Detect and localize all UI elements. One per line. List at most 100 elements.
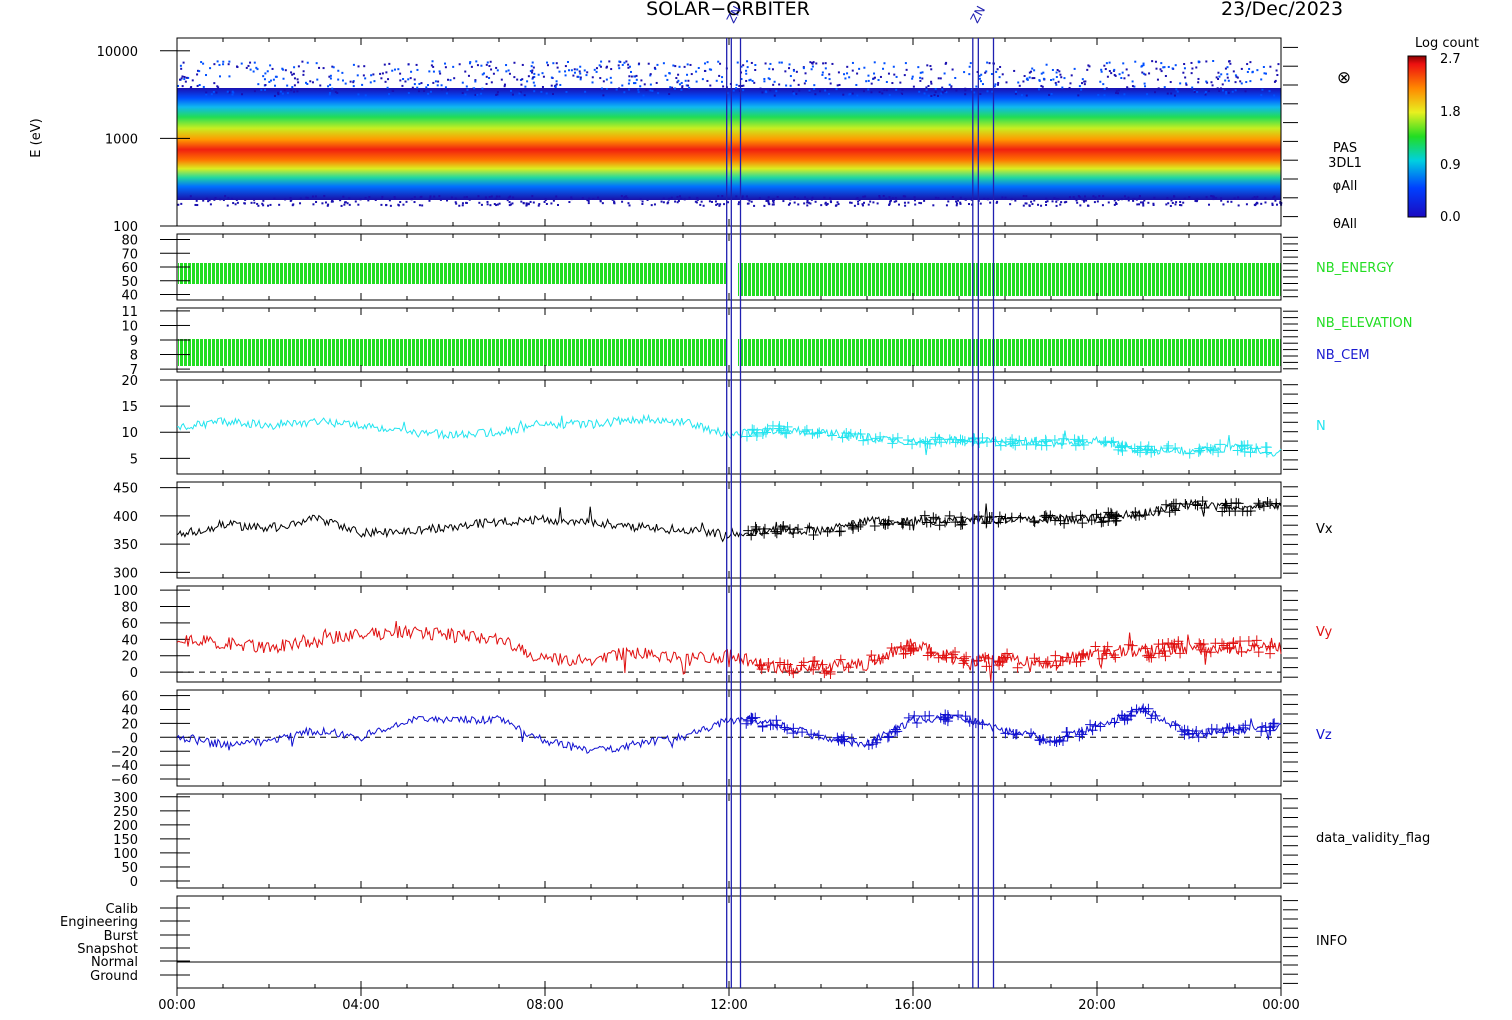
spectrogram-pixel [527,75,530,78]
spectrogram-pixel [537,73,540,76]
spectrogram-pixel [815,62,818,65]
spectrogram-pixel [695,201,698,204]
y-tick-label: 15 [121,400,138,415]
spectrogram-pixel [450,196,453,199]
spectrogram-pixel [823,196,826,199]
spectrogram-pixel [275,75,278,78]
y-tick-label: 10000 [97,45,138,60]
spectrogram-pixel [368,196,371,199]
data-point [750,712,761,723]
spectrogram-pixel [407,92,410,95]
spectrogram-pixel [988,62,991,65]
y-tick-label: 60 [121,261,138,276]
spectrogram-pixel [1232,70,1235,73]
data-point [922,438,933,449]
data-point [1087,725,1098,736]
spectrogram-pixel [918,201,921,204]
spectrogram-pixel [1205,196,1208,199]
spectrogram-pixel [901,88,904,91]
data-point [1269,718,1280,729]
spectrogram-pixel [264,84,267,87]
spectrogram-pixel [904,195,907,198]
spectrogram-pixel [1031,67,1034,70]
spectrogram-pixel [281,92,284,95]
spectrogram-pixel [1073,67,1076,70]
spectrogram-pixel [803,82,806,85]
spectrogram-pixel [683,65,686,68]
data-point [1210,638,1221,649]
spectrogram-pixel [484,196,487,199]
data-point [1119,715,1130,726]
spectrogram-pixel [686,73,689,76]
spectrogram-pixel [1147,201,1150,204]
spectrogram-pixel [706,61,709,64]
spectrogram-pixel [1096,200,1099,203]
data-point [853,521,864,532]
spectrogram-pixel [821,71,824,74]
spectrogram-pixel [508,204,511,207]
spectrogram-pixel [1142,62,1145,65]
spectrogram-pixel [329,83,332,86]
data-point [934,520,945,531]
spectrogram-pixel [888,202,891,205]
y-tick-label: 50 [121,861,138,876]
spectrogram-pixel [461,91,464,94]
spectrogram-pixel [1102,195,1105,198]
spectrogram-pixel [181,85,184,88]
spectrogram-pixel [279,90,282,93]
spectrogram-pixel [1113,199,1116,202]
spectrogram-pixel [1052,78,1055,81]
spectrogram-pixel [437,80,440,83]
spectrogram-pixel [956,202,959,205]
spectrogram-pixel [913,196,916,199]
spectrogram-pixel [1171,67,1174,70]
spectrogram-pixel [198,84,201,87]
data-point [1254,500,1265,511]
spectrogram-pixel [925,86,928,89]
spectrogram-pixel [963,71,966,74]
spectrogram-pixel [980,73,983,76]
data-point [843,430,854,441]
spectrogram-pixel [627,202,630,205]
data-point [924,439,935,450]
data-point [1129,443,1140,454]
spectrogram-pixel [372,73,375,76]
data-point [1040,434,1051,445]
y-tick-label: 80 [121,601,138,616]
spectrogram-pixel [625,60,628,63]
x-tick-label: 20:00 [1078,998,1115,1013]
spectrogram-pixel [812,61,815,64]
spectrogram-pixel [292,203,295,206]
spectrogram-pixel [1103,64,1106,67]
spectrogram-pixel [184,80,187,83]
spectrogram-pixel [581,197,584,200]
data-point [1257,722,1268,733]
spectrogram-pixel [383,63,386,66]
data-point [887,438,898,449]
spectrogram-pixel [496,93,499,96]
data-point [838,731,849,742]
data-point [836,734,847,745]
data-point [1069,434,1080,445]
data-point [1028,516,1039,527]
spectrogram-pixel [1132,199,1135,202]
data-point [882,519,893,530]
spectrogram-pixel [681,85,684,88]
spectrogram-pixel [1217,77,1220,80]
spectrogram-pixel [415,63,418,66]
spectrogram-pixel [879,75,882,78]
spectrogram-pixel [341,79,344,82]
spectrogram-pixel [550,202,553,205]
spectrogram-pixel [429,195,432,198]
spectrogram-pixel [311,195,314,198]
data-point [775,523,786,534]
spectrogram-pixel [741,197,744,200]
spectrogram-pixel [1031,77,1034,80]
spectrogram-pixel [1183,67,1186,70]
spectrogram-pixel [945,204,948,207]
data-point [1207,445,1218,456]
spectrogram-pixel [615,88,618,91]
spectrogram-pixel [981,83,984,86]
spectrogram-pixel [179,64,182,67]
spectrogram-pixel [723,203,726,206]
